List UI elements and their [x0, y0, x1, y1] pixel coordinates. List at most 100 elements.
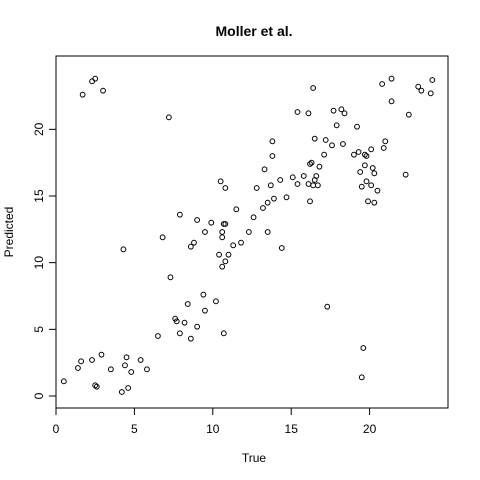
data-point	[388, 75, 395, 82]
data-point	[355, 149, 362, 155]
data-point	[382, 138, 389, 145]
x-axis: 0 5 10 15 20	[53, 407, 377, 436]
data-point	[245, 229, 252, 235]
data-point	[357, 169, 364, 175]
data-point	[253, 185, 260, 191]
data-point	[92, 382, 99, 389]
data-point	[415, 83, 422, 90]
data-point	[310, 85, 317, 91]
data-point	[137, 357, 144, 363]
data-point	[269, 138, 276, 145]
data-point	[181, 319, 188, 326]
data-point	[261, 166, 268, 173]
data-point	[216, 251, 222, 258]
data-point	[316, 163, 323, 170]
x-axis-label: True	[242, 451, 267, 465]
x-tick-label: 15	[285, 422, 299, 436]
data-point	[277, 177, 284, 183]
data-point	[278, 245, 285, 251]
data-point	[338, 106, 345, 113]
data-point	[354, 123, 360, 130]
data-point	[89, 357, 95, 363]
data-point	[92, 75, 99, 82]
data-point	[123, 354, 130, 361]
data-point	[220, 330, 227, 337]
data-point	[314, 182, 321, 189]
data-point	[330, 107, 337, 114]
chart-title: Moller et al.	[215, 23, 292, 39]
data-point	[305, 181, 312, 187]
data-point	[187, 243, 194, 250]
data-point	[283, 194, 290, 201]
data-point	[118, 389, 125, 395]
data-point	[194, 217, 201, 223]
data-point	[233, 206, 240, 213]
data-point	[289, 174, 296, 181]
data-point	[388, 98, 395, 105]
y-tick-label: 0	[32, 392, 46, 399]
data-point	[308, 159, 315, 166]
data-point	[269, 153, 276, 159]
data-point	[418, 87, 425, 94]
x-tick-label: 20	[363, 422, 377, 436]
data-point	[100, 87, 106, 94]
data-point	[371, 199, 378, 206]
data-point	[371, 170, 378, 177]
data-point	[429, 77, 436, 83]
data-point	[305, 110, 312, 117]
data-point	[128, 369, 135, 375]
data-point	[208, 219, 215, 226]
data-point	[368, 182, 375, 189]
data-point	[222, 258, 229, 265]
data-point	[264, 229, 271, 235]
data-point	[219, 234, 226, 241]
data-point	[89, 78, 95, 85]
data-point	[176, 211, 183, 218]
data-point	[165, 114, 172, 121]
data-point	[363, 153, 370, 159]
data-point	[294, 181, 301, 187]
data-point	[107, 366, 114, 373]
y-tick-label: 10	[32, 256, 46, 270]
data-point	[194, 323, 201, 330]
x-tick-label: 0	[53, 422, 60, 436]
data-point	[230, 242, 237, 249]
data-point	[402, 171, 409, 178]
data-point	[307, 161, 313, 167]
data-point	[222, 221, 229, 227]
data-point	[368, 146, 375, 153]
data-point	[202, 307, 208, 314]
data-point	[329, 142, 335, 149]
x-tick-label: 10	[206, 422, 220, 436]
data-point	[427, 90, 434, 97]
data-point	[363, 178, 370, 185]
data-point	[213, 298, 219, 305]
data-point	[380, 145, 387, 151]
data-point	[294, 109, 301, 115]
data-point	[351, 151, 357, 158]
data-point	[307, 198, 313, 205]
data-point	[217, 178, 224, 185]
data-point	[340, 141, 346, 147]
data-point	[361, 162, 368, 169]
data-point	[125, 385, 132, 391]
data-point	[321, 151, 328, 158]
data-point	[271, 195, 277, 202]
data-point	[358, 183, 365, 190]
data-point	[360, 345, 367, 351]
data-point	[267, 182, 274, 189]
data-point	[93, 383, 100, 390]
data-point	[260, 205, 266, 211]
data-point	[202, 229, 208, 235]
data-point	[322, 137, 329, 143]
data-point	[310, 182, 317, 189]
data-point	[222, 185, 229, 191]
data-point	[311, 135, 318, 142]
data-point	[333, 122, 340, 129]
data-point	[75, 365, 81, 371]
data-point	[341, 110, 348, 117]
data-point	[191, 239, 197, 246]
data-point	[167, 274, 174, 281]
data-point	[184, 301, 191, 307]
data-point	[225, 251, 232, 258]
